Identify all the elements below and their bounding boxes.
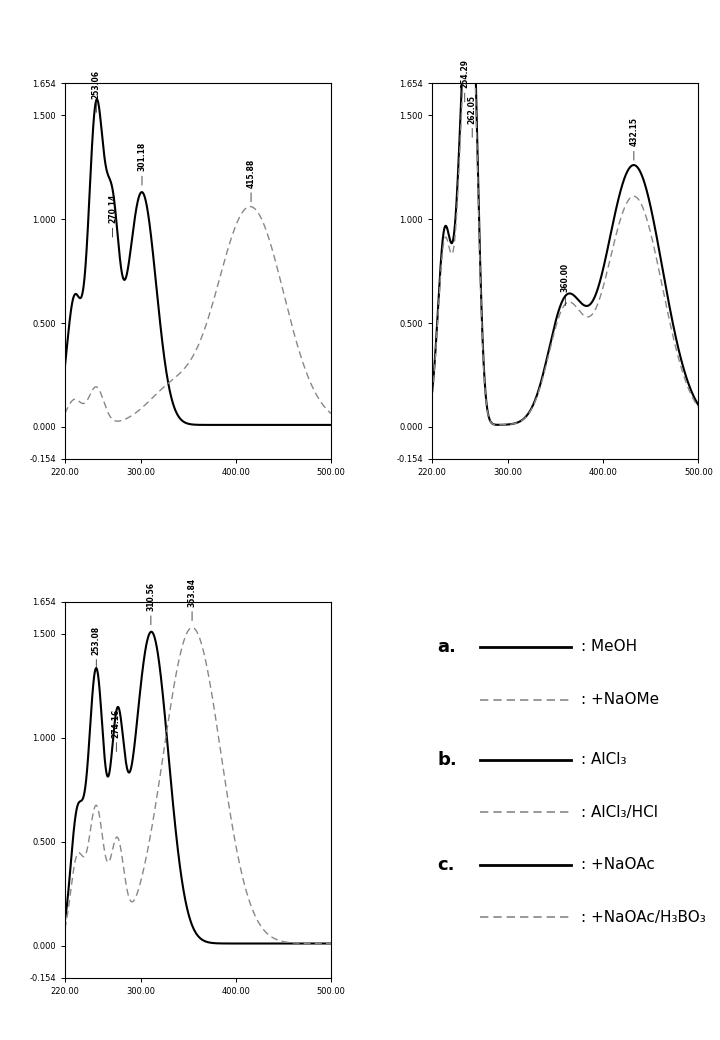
Text: 301.18: 301.18: [138, 142, 146, 172]
Text: : +NaOAc/H₃BO₃: : +NaOAc/H₃BO₃: [581, 910, 706, 925]
Text: 415.88: 415.88: [246, 159, 256, 188]
Text: c.: c.: [438, 856, 455, 874]
Text: a.: a.: [438, 638, 456, 656]
Text: : AlCl₃/HCl: : AlCl₃/HCl: [581, 805, 658, 820]
Text: 353.84: 353.84: [187, 577, 197, 606]
Text: 432.15: 432.15: [629, 118, 639, 147]
Text: 253.06: 253.06: [91, 70, 101, 99]
Text: 270.14: 270.14: [108, 194, 117, 224]
Text: : AlCl₃: : AlCl₃: [581, 752, 627, 768]
Text: 253.08: 253.08: [91, 625, 101, 654]
Text: 310.56: 310.56: [146, 582, 156, 610]
Text: 254.29: 254.29: [460, 59, 469, 88]
Text: 360.00: 360.00: [561, 263, 570, 292]
Text: : MeOH: : MeOH: [581, 640, 637, 654]
Text: : +NaOAc: : +NaOAc: [581, 857, 655, 873]
Text: 274.16: 274.16: [112, 708, 121, 737]
Text: 262.05: 262.05: [468, 95, 477, 124]
Text: b.: b.: [438, 751, 457, 769]
Text: : +NaOMe: : +NaOMe: [581, 692, 660, 707]
